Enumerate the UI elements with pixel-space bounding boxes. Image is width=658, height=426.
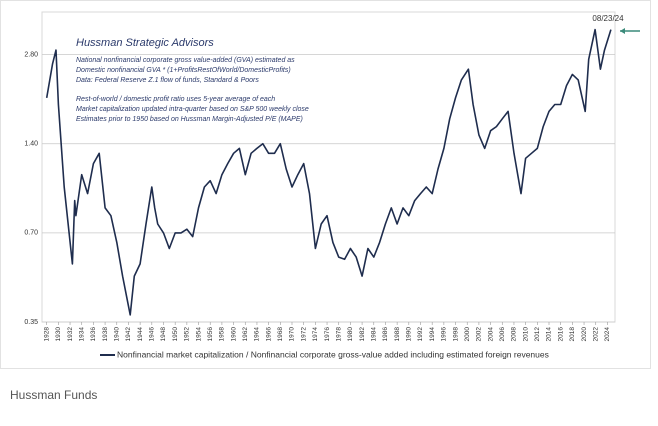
x-tick-label: 2010: [522, 327, 529, 342]
x-tick-label: 2004: [487, 327, 494, 342]
x-tick-label: 1940: [113, 327, 120, 342]
x-tick-label: 1978: [335, 327, 342, 342]
x-tick-label: 1986: [382, 327, 389, 342]
x-tick-label: 1968: [277, 327, 284, 342]
data-line: [45, 28, 612, 316]
annotation: National nonfinancial corporate gross va…: [76, 57, 295, 64]
date-arrow-head: [620, 28, 625, 34]
x-tick-label: 2006: [499, 327, 506, 342]
x-tick-label: 1984: [370, 327, 377, 342]
x-tick-label: 1982: [359, 327, 366, 342]
annotation: Data: Federal Reserve Z.1 flow of funds,…: [76, 77, 259, 84]
x-tick-label: 1942: [125, 327, 132, 342]
x-tick-label: 1944: [137, 327, 144, 342]
x-tick-label: 1994: [429, 327, 436, 342]
chart-frame: [0, 0, 651, 369]
x-tick-label: 1952: [184, 327, 191, 342]
x-tick-label: 1990: [406, 327, 413, 342]
x-tick-label: 2002: [476, 327, 483, 342]
x-tick-label: 2020: [581, 327, 588, 342]
x-tick-label: 1974: [312, 327, 319, 342]
x-tick-label: 1938: [102, 327, 109, 342]
x-tick-label: 1992: [417, 327, 424, 342]
legend-label: Nonfinancial market capitalization / Non…: [117, 349, 549, 359]
date-label: 08/23/24: [592, 14, 624, 23]
chart-title: Hussman Strategic Advisors: [76, 37, 214, 49]
x-tick-label: 1954: [195, 327, 202, 342]
x-tick-label: 2016: [557, 327, 564, 342]
x-tick-label: 2018: [569, 327, 576, 342]
x-tick-label: 1962: [242, 327, 249, 342]
x-tick-label: 1960: [230, 327, 237, 342]
y-tick-label: 2.80: [24, 51, 38, 58]
y-tick-label: 0.70: [24, 230, 38, 237]
x-tick-label: 2008: [511, 327, 518, 342]
x-tick-label: 1996: [441, 327, 448, 342]
x-tick-label: 1928: [43, 327, 50, 342]
x-tick-label: 1946: [149, 327, 156, 342]
x-tick-label: 2024: [604, 327, 611, 342]
x-tick-label: 1988: [394, 327, 401, 342]
x-tick-label: 1936: [90, 327, 97, 342]
annotation: Market capitalization updated intra-quar…: [76, 106, 309, 113]
x-tick-label: 1958: [219, 327, 226, 342]
x-tick-label: 2014: [546, 327, 553, 342]
x-tick-label: 2012: [534, 327, 541, 342]
x-tick-label: 1970: [289, 327, 296, 342]
x-tick-label: 1964: [254, 327, 261, 342]
y-tick-label: 1.40: [24, 141, 38, 148]
x-tick-label: 1976: [324, 327, 331, 342]
x-tick-label: 2000: [464, 327, 471, 342]
x-tick-label: 1972: [300, 327, 307, 342]
x-tick-label: 1930: [55, 327, 62, 342]
x-tick-label: 1966: [265, 327, 272, 342]
annotation: Rest-of-world / domestic profit ratio us…: [76, 96, 275, 103]
x-tick-label: 1956: [207, 327, 214, 342]
x-tick-label: 1932: [67, 327, 74, 342]
x-tick-label: 1980: [347, 327, 354, 342]
x-tick-label: 1998: [452, 327, 459, 342]
annotation: Domestic nonfinancial GVA * (1+ProfitsRe…: [76, 67, 291, 74]
y-tick-label: 0.35: [24, 319, 38, 326]
x-tick-label: 1934: [78, 327, 85, 342]
x-tick-label: 2022: [592, 327, 599, 342]
x-tick-label: 1950: [172, 327, 179, 342]
source: Hussman Funds: [10, 388, 97, 402]
annotation: Estimates prior to 1950 based on Hussman…: [76, 116, 303, 123]
x-tick-label: 1948: [160, 327, 167, 342]
